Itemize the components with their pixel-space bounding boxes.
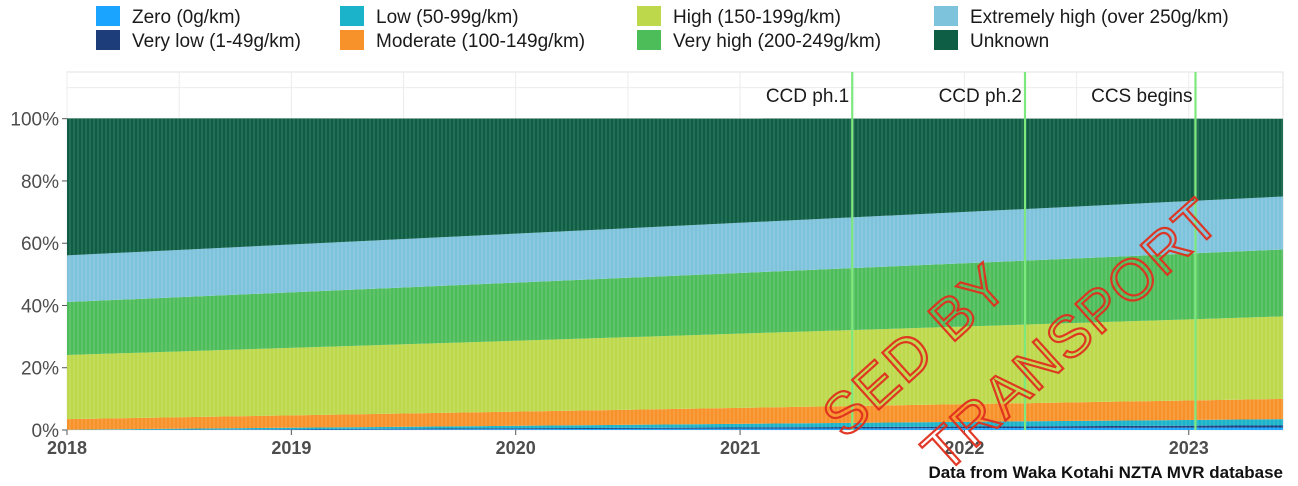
legend-swatch [637, 6, 661, 26]
area-high [67, 316, 1283, 420]
xtick-label: 2021 [720, 438, 760, 458]
xtick-label: 2023 [1169, 438, 1209, 458]
legend-label: Very low (1-49g/km) [132, 31, 301, 52]
ytick-label: 60% [21, 234, 59, 255]
ytick-label: 80% [21, 172, 59, 193]
legend-label: Very high (200-249g/km) [673, 31, 881, 52]
bar-stripes [69, 118, 1283, 430]
legend-label: Moderate (100-149g/km) [376, 31, 585, 52]
policy-label: CCD ph.1 [766, 86, 849, 107]
policy-lines: CCD ph.1 CCD ph.2 CCS begins [766, 72, 1197, 430]
source-note: Data from Waka Kotahi NZTA MVR database [928, 463, 1283, 482]
legend-swatch [96, 30, 120, 50]
legend-swatch [340, 30, 364, 50]
legend-label: Zero (0g/km) [132, 7, 241, 28]
policy-label: CCD ph.2 [939, 86, 1022, 107]
legend-label: High (150-199g/km) [673, 7, 841, 28]
area-moderate [67, 398, 1283, 430]
legend-swatch [934, 30, 958, 50]
xtick-label: 2022 [944, 438, 984, 458]
legend-label: Extremely high (over 250g/km) [970, 7, 1229, 28]
xtick-label: 2020 [496, 438, 536, 458]
legend-label: Unknown [970, 31, 1049, 52]
area-very [67, 249, 1283, 355]
legend-swatch [934, 6, 958, 26]
stacked-areas [67, 118, 1283, 430]
axes: 0% 20% 40% 60% 80% 100% 2018 2019 2020 2021 2022 20… [10, 110, 1208, 458]
area-unknown [67, 118, 1283, 256]
ytick-label: 20% [21, 359, 59, 380]
area-low [67, 419, 1283, 430]
area-zero [67, 427, 1283, 430]
xtick-label: 2019 [271, 438, 311, 458]
legend: Zero (0g/km) Very low (1-49g/km) Low (50-9… [96, 6, 1229, 52]
legend-swatch [340, 6, 364, 26]
ytick-label: 0% [32, 421, 60, 442]
legend-swatch [96, 6, 120, 26]
legend-label: Low (50-99g/km) [376, 7, 519, 28]
policy-label: CCS begins [1091, 86, 1192, 107]
xtick-label: 2018 [47, 438, 87, 458]
ytick-label: 40% [21, 296, 59, 317]
ytick-label: 100% [10, 110, 59, 131]
legend-swatch [637, 30, 661, 50]
area-extremely [67, 196, 1283, 303]
